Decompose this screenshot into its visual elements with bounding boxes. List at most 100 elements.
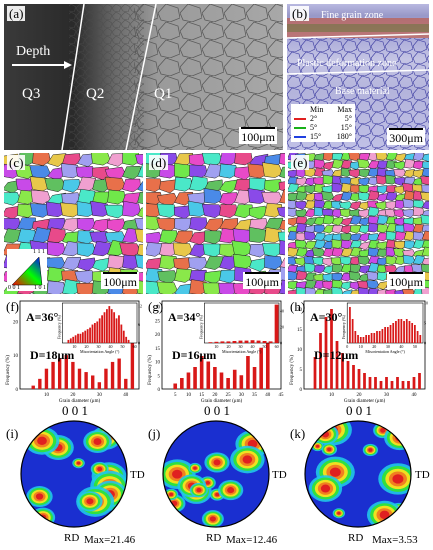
grain (385, 174, 398, 185)
grain (331, 159, 344, 169)
grain (339, 208, 353, 218)
grain (174, 230, 193, 245)
grain (349, 246, 362, 257)
y-tick-label: 0 (300, 388, 303, 393)
grain (357, 280, 371, 290)
inset-y-tick-label: 12 (138, 304, 142, 309)
panel-label: (b) (290, 6, 310, 21)
grain (313, 216, 326, 226)
grain (377, 289, 389, 294)
grain (376, 281, 389, 290)
intensity-contour (169, 492, 174, 497)
max-value: Max=12.46 (226, 534, 278, 546)
inset-y-tick-label: 5 (424, 321, 426, 326)
grain (313, 280, 326, 290)
inset-bar (127, 339, 130, 343)
grain (376, 224, 389, 234)
grain (137, 191, 143, 205)
grain (421, 161, 429, 170)
grain (104, 231, 126, 246)
grain (304, 177, 317, 186)
grain (402, 198, 416, 209)
grain (304, 167, 317, 177)
inset-bar (122, 330, 125, 343)
bar (346, 361, 350, 389)
inset-bar (373, 333, 376, 343)
grain (367, 247, 380, 257)
inset-x-tick-label: 20 (372, 344, 376, 349)
grain (233, 253, 253, 270)
panel-label: (i) (6, 426, 19, 441)
inset-bar (274, 304, 279, 343)
grain (394, 240, 407, 250)
panel-label: (d) (149, 155, 169, 170)
grain (331, 279, 344, 289)
bar (97, 382, 102, 389)
bar (330, 309, 333, 389)
grain (174, 268, 193, 283)
x-tick-label: 10 (44, 393, 50, 398)
grain (122, 165, 141, 180)
inset-bar (232, 341, 237, 343)
grain (367, 222, 380, 233)
grain (288, 264, 299, 274)
grain (385, 222, 398, 233)
grain (264, 227, 283, 243)
inset-frame (204, 302, 280, 344)
grain (4, 205, 21, 220)
depth-label: Depth (16, 44, 51, 59)
grain (92, 218, 111, 233)
grain (92, 191, 111, 206)
grain (295, 232, 308, 242)
grain (421, 230, 429, 241)
panel-label: (k) (290, 426, 306, 441)
grain (420, 264, 429, 273)
grain (358, 177, 371, 187)
grain (218, 282, 238, 294)
chart-f: 10 20 30 40 0 10 20 Grain diameter (μm) Frequenc… (4, 297, 143, 403)
grain (312, 248, 326, 258)
panel-label: (g) (148, 299, 163, 314)
x-axis-label: Grain diameter (μm) (344, 399, 386, 403)
grain (376, 160, 389, 170)
bar (77, 368, 82, 389)
grain (394, 231, 407, 241)
grain (107, 254, 126, 270)
grain (358, 241, 371, 251)
inset-bar (378, 331, 381, 343)
grain (4, 191, 21, 206)
inset-x-tick-label: 20 (84, 344, 88, 349)
grain (75, 166, 96, 180)
inset-x-tick-label: 0 (346, 344, 348, 349)
inset-bar (113, 312, 116, 343)
bar (173, 383, 178, 389)
panel-label: (j) (148, 426, 161, 441)
x-tick-label: 30 (97, 393, 103, 398)
grain (385, 192, 398, 201)
grain (358, 153, 371, 162)
bar (265, 306, 270, 389)
max-value: Max=3.53 (372, 534, 418, 546)
inset-x-tick-label: 50 (263, 344, 267, 349)
grain (146, 178, 163, 193)
intensity-contour (93, 438, 102, 446)
inset-x-tick-label: 10 (214, 344, 218, 349)
y-tick-label: 20 (297, 308, 303, 313)
grain (304, 272, 317, 282)
bar (239, 375, 244, 389)
grain (402, 182, 416, 193)
grain (17, 217, 36, 232)
grain (159, 255, 178, 270)
panel-b-boundary-map: (b) Fine grain zone Plastic deformation … (287, 4, 429, 150)
bar (390, 381, 394, 389)
grain (349, 184, 362, 194)
grain (288, 217, 299, 227)
chart-h: 10 20 30 40 0 5 10 15 20 Grain diameter (μm) Frequ… (288, 297, 429, 403)
bar (38, 378, 42, 389)
bar (313, 357, 317, 389)
inset-x-tick-label: 40 (399, 344, 403, 349)
grain (368, 288, 380, 294)
grain (60, 163, 81, 179)
x-tick-label: 25 (226, 393, 232, 398)
